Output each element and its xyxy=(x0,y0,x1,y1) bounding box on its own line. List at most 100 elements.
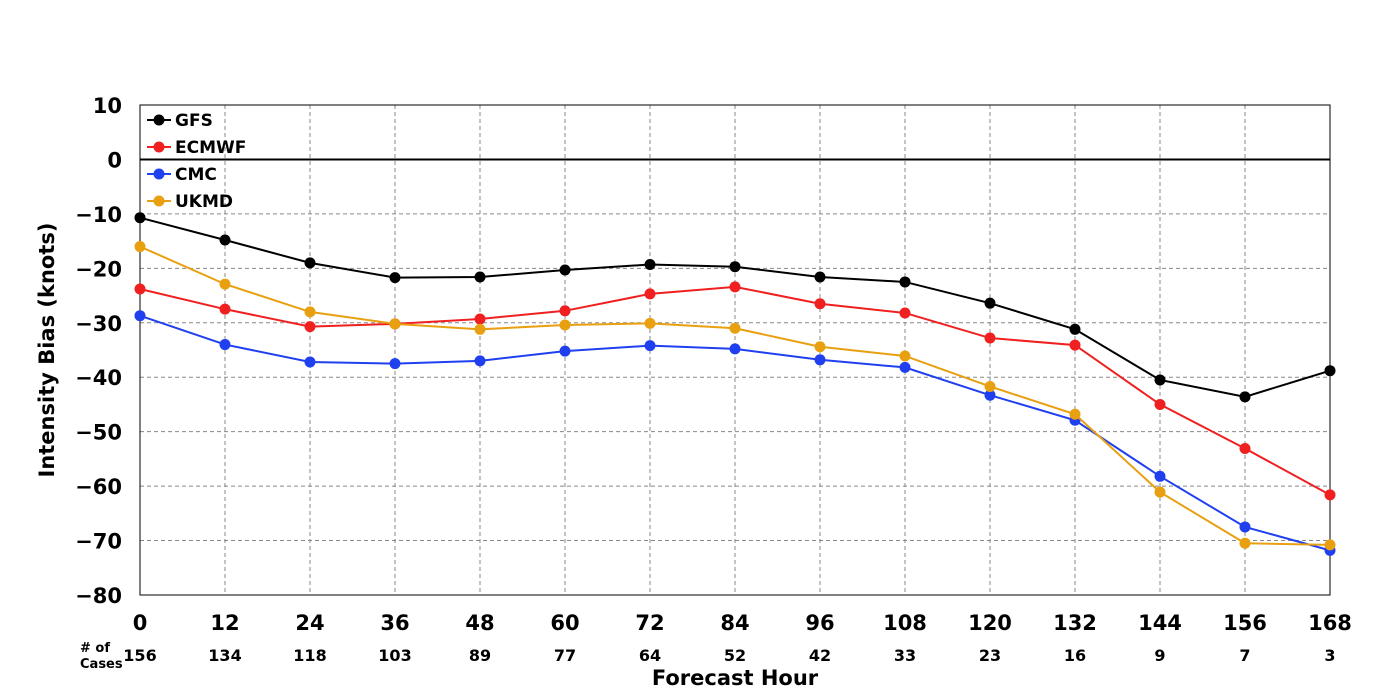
y-tick-label: −40 xyxy=(75,366,122,390)
data-point-cmc xyxy=(134,310,146,322)
x-tick-label: 108 xyxy=(883,611,927,635)
data-point-gfs xyxy=(899,276,911,288)
data-point-gfs xyxy=(644,259,656,271)
data-point-gfs xyxy=(474,271,486,283)
cases-label-line2: Cases xyxy=(80,657,123,672)
data-point-ukmd xyxy=(1154,486,1166,498)
cases-label-line1: # of xyxy=(80,641,110,656)
plot-area-frame xyxy=(139,104,1331,596)
case-count-label: 89 xyxy=(469,646,491,665)
data-point-ukmd xyxy=(984,380,996,392)
x-tick-label: 144 xyxy=(1138,611,1182,635)
y-tick-label: −50 xyxy=(75,421,122,445)
data-point-ukmd xyxy=(1069,408,1081,420)
x-tick-label: 120 xyxy=(968,611,1012,635)
legend-label: CMC xyxy=(175,165,217,185)
data-point-ecmwf xyxy=(219,303,231,315)
legend-label: ECMWF xyxy=(175,138,246,158)
data-point-ecmwf xyxy=(474,313,486,325)
data-point-gfs xyxy=(304,257,316,269)
data-point-cmc xyxy=(219,339,231,351)
x-tick-label: 84 xyxy=(720,611,749,635)
data-point-ukmd xyxy=(729,322,741,334)
legend-item-gfs: GFS xyxy=(147,111,213,131)
cases-row: 156 134 118 103 89 77 64 52 42 33 23 16 9 7 3 xyxy=(123,646,1335,665)
case-count-label: 156 xyxy=(123,646,156,665)
data-point-ecmwf xyxy=(814,298,826,310)
data-point-cmc xyxy=(1154,470,1166,482)
y-tick-label: 0 xyxy=(107,148,122,172)
series-ecmwf xyxy=(134,281,1336,501)
data-point-ecmwf xyxy=(644,288,656,300)
data-point-ukmd xyxy=(474,323,486,335)
data-point-ukmd xyxy=(814,341,826,353)
data-point-cmc xyxy=(984,389,996,401)
data-point-ecmwf xyxy=(1239,443,1251,455)
y-tick-label: −80 xyxy=(75,584,122,608)
y-tick-label: −30 xyxy=(75,312,122,336)
data-point-cmc xyxy=(304,356,316,368)
data-point-ukmd xyxy=(304,306,316,318)
y-tick-label: −60 xyxy=(75,475,122,499)
data-point-ukmd xyxy=(134,241,146,253)
x-tick-label: 60 xyxy=(550,611,579,635)
case-count-label: 64 xyxy=(639,646,661,665)
x-tick-labels: 0 12 24 36 48 60 72 84 96 108 120 132 144 156 168 xyxy=(133,611,1352,635)
data-point-gfs xyxy=(984,297,996,309)
data-point-ukmd xyxy=(219,278,231,290)
legend-swatch-marker xyxy=(153,168,165,180)
x-tick-label: 132 xyxy=(1053,611,1097,635)
data-point-ukmd xyxy=(644,317,656,329)
data-point-cmc xyxy=(644,340,656,352)
data-point-gfs xyxy=(1324,365,1336,377)
x-tick-label: 156 xyxy=(1223,611,1267,635)
case-count-label: 9 xyxy=(1154,646,1165,665)
legend: GFS ECMWF CMC UKMD xyxy=(147,111,246,212)
case-count-label: 7 xyxy=(1239,646,1250,665)
data-point-cmc xyxy=(559,345,571,357)
y-tick-label: −70 xyxy=(75,530,122,554)
case-count-label: 33 xyxy=(894,646,916,665)
case-count-label: 16 xyxy=(1064,646,1086,665)
case-count-label: 134 xyxy=(208,646,241,665)
data-point-ecmwf xyxy=(1154,398,1166,410)
data-point-gfs xyxy=(1239,391,1251,403)
case-count-label: 77 xyxy=(554,646,576,665)
series-gfs xyxy=(134,212,1336,403)
legend-item-ukmd: UKMD xyxy=(147,192,233,212)
x-tick-label: 12 xyxy=(210,611,239,635)
legend-label: GFS xyxy=(175,111,213,131)
y-tick-labels: 10 0 −10 −20 −30 −40 −50 −60 −70 −80 xyxy=(75,94,122,608)
x-tick-label: 36 xyxy=(380,611,409,635)
data-point-gfs xyxy=(729,261,741,273)
x-tick-label: 168 xyxy=(1308,611,1352,635)
data-point-cmc xyxy=(814,354,826,366)
data-point-gfs xyxy=(1069,323,1081,335)
y-axis-title: Intensity Bias (knots) xyxy=(35,223,59,478)
series-line-gfs xyxy=(139,216,1331,398)
data-point-gfs xyxy=(219,234,231,246)
x-tick-label: 96 xyxy=(805,611,834,635)
legend-item-cmc: CMC xyxy=(147,165,217,185)
case-count-label: 103 xyxy=(378,646,411,665)
case-count-label: 52 xyxy=(724,646,746,665)
data-point-cmc xyxy=(1239,521,1251,533)
case-count-label: 42 xyxy=(809,646,831,665)
data-point-gfs xyxy=(1154,374,1166,386)
data-point-ukmd xyxy=(1324,539,1336,551)
data-point-ecmwf xyxy=(984,332,996,344)
legend-item-ecmwf: ECMWF xyxy=(147,138,246,158)
x-tick-label: 48 xyxy=(465,611,494,635)
data-point-ecmwf xyxy=(304,321,316,333)
data-point-gfs xyxy=(814,271,826,283)
x-tick-label: 0 xyxy=(133,611,148,635)
data-point-ukmd xyxy=(389,318,401,330)
x-tick-label: 24 xyxy=(295,611,324,635)
data-point-ecmwf xyxy=(1324,489,1336,501)
y-tick-label: 10 xyxy=(93,94,122,118)
data-point-ecmwf xyxy=(1069,339,1081,351)
data-point-gfs xyxy=(134,212,146,224)
data-point-gfs xyxy=(389,272,401,284)
data-point-cmc xyxy=(389,358,401,370)
